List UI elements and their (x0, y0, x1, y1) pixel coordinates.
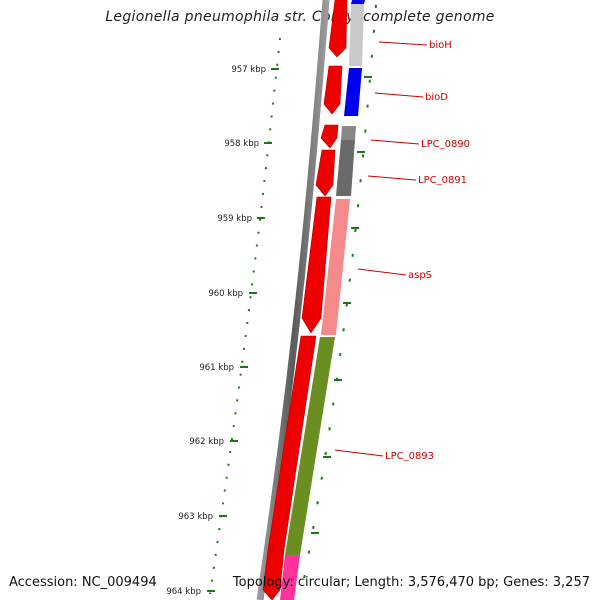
gene-block-bioH (349, 4, 364, 66)
gene-block-LPC_0890 (341, 126, 356, 140)
gene-arrow-LPC_0891-strand (315, 149, 336, 197)
gene-label-bioH: bioH (429, 40, 452, 51)
major-ticks (207, 68, 279, 592)
forward-strand-features (262, 0, 348, 600)
leader-line-LPC_0891 (367, 175, 417, 181)
gene-block-bioH-top (351, 0, 365, 4)
gene-leader-lines (334, 41, 428, 457)
gene-label-LPC_0893: LPC_0893 (385, 451, 434, 462)
gene-arrow-bioH-strand (328, 0, 348, 58)
leader-line-bioD (374, 92, 424, 98)
tick-label: 963 kbp (178, 512, 213, 522)
tick-labels: 957 kbp 958 kbp 959 kbp 960 kbp 961 kbp … (166, 65, 266, 597)
accession-text: Accession: NC_009494 (9, 575, 157, 590)
gene-block-LPC_0891 (336, 140, 355, 196)
tick-label: 960 kbp (208, 289, 243, 299)
leader-line-LPC_0893 (334, 449, 384, 457)
tick-label: 957 kbp (231, 65, 266, 75)
gene-labels: bioH bioD LPC_0890 LPC_0891 aspS LPC_089… (385, 40, 470, 462)
gene-arrow-next-strand (262, 549, 285, 600)
tick-label: 962 kbp (189, 437, 224, 447)
tick-label: 964 kbp (166, 587, 201, 597)
gene-label-bioD: bioD (425, 92, 448, 103)
tick-label: 961 kbp (199, 363, 234, 373)
leader-line-aspS (357, 268, 407, 276)
leader-line-bioH (378, 41, 428, 46)
gene-label-LPC_0891: LPC_0891 (418, 175, 467, 186)
map-title: Legionella pneumophila str. Corby, compl… (105, 9, 495, 25)
gene-block-LPC_0893 (285, 337, 335, 555)
genome-backbone (256, 0, 330, 600)
gene-arrow-bioD-strand (323, 65, 343, 115)
tick-label: 959 kbp (217, 214, 252, 224)
outer-major-ticks (311, 76, 372, 534)
gene-blocks (280, 0, 365, 600)
gene-label-aspS: aspS (408, 270, 432, 281)
genome-summary-text: Topology: circular; Length: 3,576,470 bp… (232, 575, 590, 590)
gene-label-LPC_0890: LPC_0890 (421, 139, 470, 150)
gene-arrow-aspS-strand (301, 196, 332, 334)
gene-block-bioD (344, 68, 362, 116)
gene-block-next (280, 555, 300, 600)
tick-label: 958 kbp (224, 139, 259, 149)
leader-line-LPC_0890 (370, 139, 420, 145)
gene-block-aspS (321, 199, 350, 335)
outer-tick-ring (299, 4, 377, 600)
gene-arrow-LPC_0890-strand (320, 124, 339, 149)
